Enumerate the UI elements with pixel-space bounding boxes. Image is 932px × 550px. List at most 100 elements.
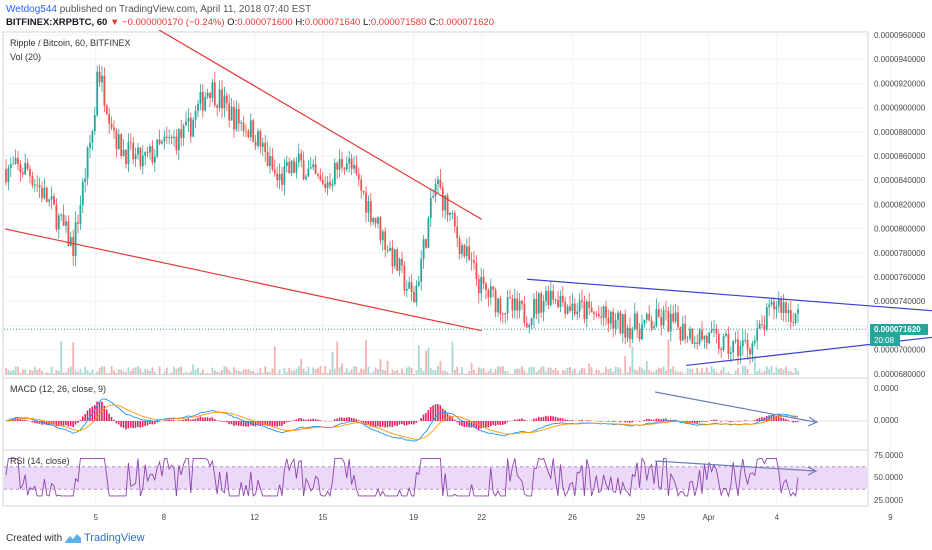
volume-bar <box>29 369 31 375</box>
footer: Created with TradingView <box>0 528 932 550</box>
macd-histogram-bar <box>669 419 672 421</box>
volume-bar <box>758 368 761 375</box>
candle-body <box>727 333 730 354</box>
candle-body <box>516 298 519 311</box>
volume-bar <box>441 370 444 375</box>
macd-histogram-bar <box>158 421 161 422</box>
macd-histogram-bar <box>487 421 490 428</box>
volume-bar <box>242 369 245 375</box>
created-with-label: Created with <box>6 533 63 544</box>
volume-bar <box>744 366 747 375</box>
volume-bar <box>122 371 125 375</box>
volume-bar <box>189 371 192 375</box>
candle-body <box>391 247 394 267</box>
macd-histogram-bar <box>110 416 113 421</box>
macd-histogram-bar <box>350 417 353 421</box>
volume-bar <box>192 364 195 375</box>
volume-bar <box>125 372 127 375</box>
price-tick-label: 0.0000760000 <box>874 273 926 282</box>
volume-bar <box>62 372 65 375</box>
macd-histogram-bar <box>456 421 458 423</box>
candle-body <box>415 285 418 303</box>
price-tick-label: 0.0000960000 <box>874 31 926 40</box>
macd-histogram-bar <box>393 421 396 426</box>
volume-bar <box>715 371 718 375</box>
candle-body <box>492 286 495 290</box>
macd-histogram-bar <box>225 421 228 423</box>
volume-bar <box>583 368 586 375</box>
macd-histogram-bar <box>557 417 559 421</box>
volume-bar <box>734 370 737 375</box>
tradingview-brand[interactable]: TradingView <box>84 532 145 544</box>
volume-bar <box>144 368 147 375</box>
volume-bar <box>398 372 401 375</box>
volume-bar <box>357 372 360 375</box>
volume-bar <box>197 367 199 375</box>
macd-histogram-bar <box>398 421 401 425</box>
volume-bar <box>456 366 459 375</box>
macd-histogram-bar <box>614 421 617 422</box>
macd-histogram-bar <box>501 421 504 425</box>
volume-bar <box>141 372 144 375</box>
candle-body <box>362 190 365 193</box>
candle-series <box>5 64 799 365</box>
candle-body <box>379 217 382 241</box>
macd-histogram-bar <box>725 420 727 421</box>
publish-line: Wetdog544 published on TradingView.com, … <box>6 4 311 15</box>
macd-histogram-bar <box>367 421 370 426</box>
volume-bar <box>559 373 562 375</box>
volume-bar <box>86 370 89 375</box>
volume-bar <box>408 366 411 375</box>
volume-bar <box>108 372 111 375</box>
volume-bar <box>355 366 358 375</box>
macd-histogram-bar <box>655 418 658 421</box>
candle-body <box>722 335 725 350</box>
volume-bar <box>689 368 691 375</box>
candle-body <box>365 192 367 213</box>
volume-bar <box>177 367 180 375</box>
macd-histogram-bar <box>36 421 38 424</box>
volume-bar <box>326 372 329 375</box>
volume-bar <box>641 368 643 375</box>
candle-body <box>458 238 461 254</box>
macd-histogram-bar <box>794 421 797 423</box>
candle-body <box>14 157 17 164</box>
volume-bar <box>331 351 334 375</box>
volume-bar <box>65 372 67 375</box>
volume-bar <box>91 369 94 375</box>
candle-body <box>528 324 531 328</box>
volume-bar <box>391 369 394 375</box>
volume-bar <box>396 369 399 375</box>
candle-body <box>696 342 699 344</box>
candle-body <box>734 339 737 342</box>
author-link[interactable]: Wetdog544 <box>6 4 57 15</box>
volume-bar <box>427 347 430 375</box>
volume-bar <box>765 366 768 375</box>
macd-histogram-bar <box>134 421 137 428</box>
candle-body <box>686 338 689 340</box>
volume-bar <box>149 370 151 375</box>
macd-histogram-bar <box>312 418 314 421</box>
candle-body <box>619 312 622 334</box>
volume-bar <box>605 366 607 375</box>
candle-body <box>309 167 312 169</box>
volume-bar <box>566 367 569 375</box>
volume-bar <box>81 372 84 375</box>
price-tick-label: 0.0000740000 <box>874 297 926 306</box>
macd-histogram-bar <box>554 416 557 421</box>
volume-bar <box>516 368 519 375</box>
macd-histogram-bar <box>201 417 204 421</box>
volume-bar <box>170 372 173 375</box>
candle-body <box>353 165 355 169</box>
volume-bar <box>206 372 209 375</box>
chart-area[interactable]: 0.0000960000 0.0000940000 0.0000920000 0.00… <box>0 30 932 528</box>
candle-body <box>357 173 360 180</box>
volume-bar <box>67 368 70 375</box>
volume-bar <box>72 342 75 375</box>
volume-bar <box>69 366 72 375</box>
macd-histogram-bar <box>425 413 427 421</box>
macd-histogram-bar <box>665 418 667 421</box>
candle-body <box>314 164 317 174</box>
candle-body <box>773 301 775 310</box>
macd-histogram-bar <box>473 421 475 428</box>
